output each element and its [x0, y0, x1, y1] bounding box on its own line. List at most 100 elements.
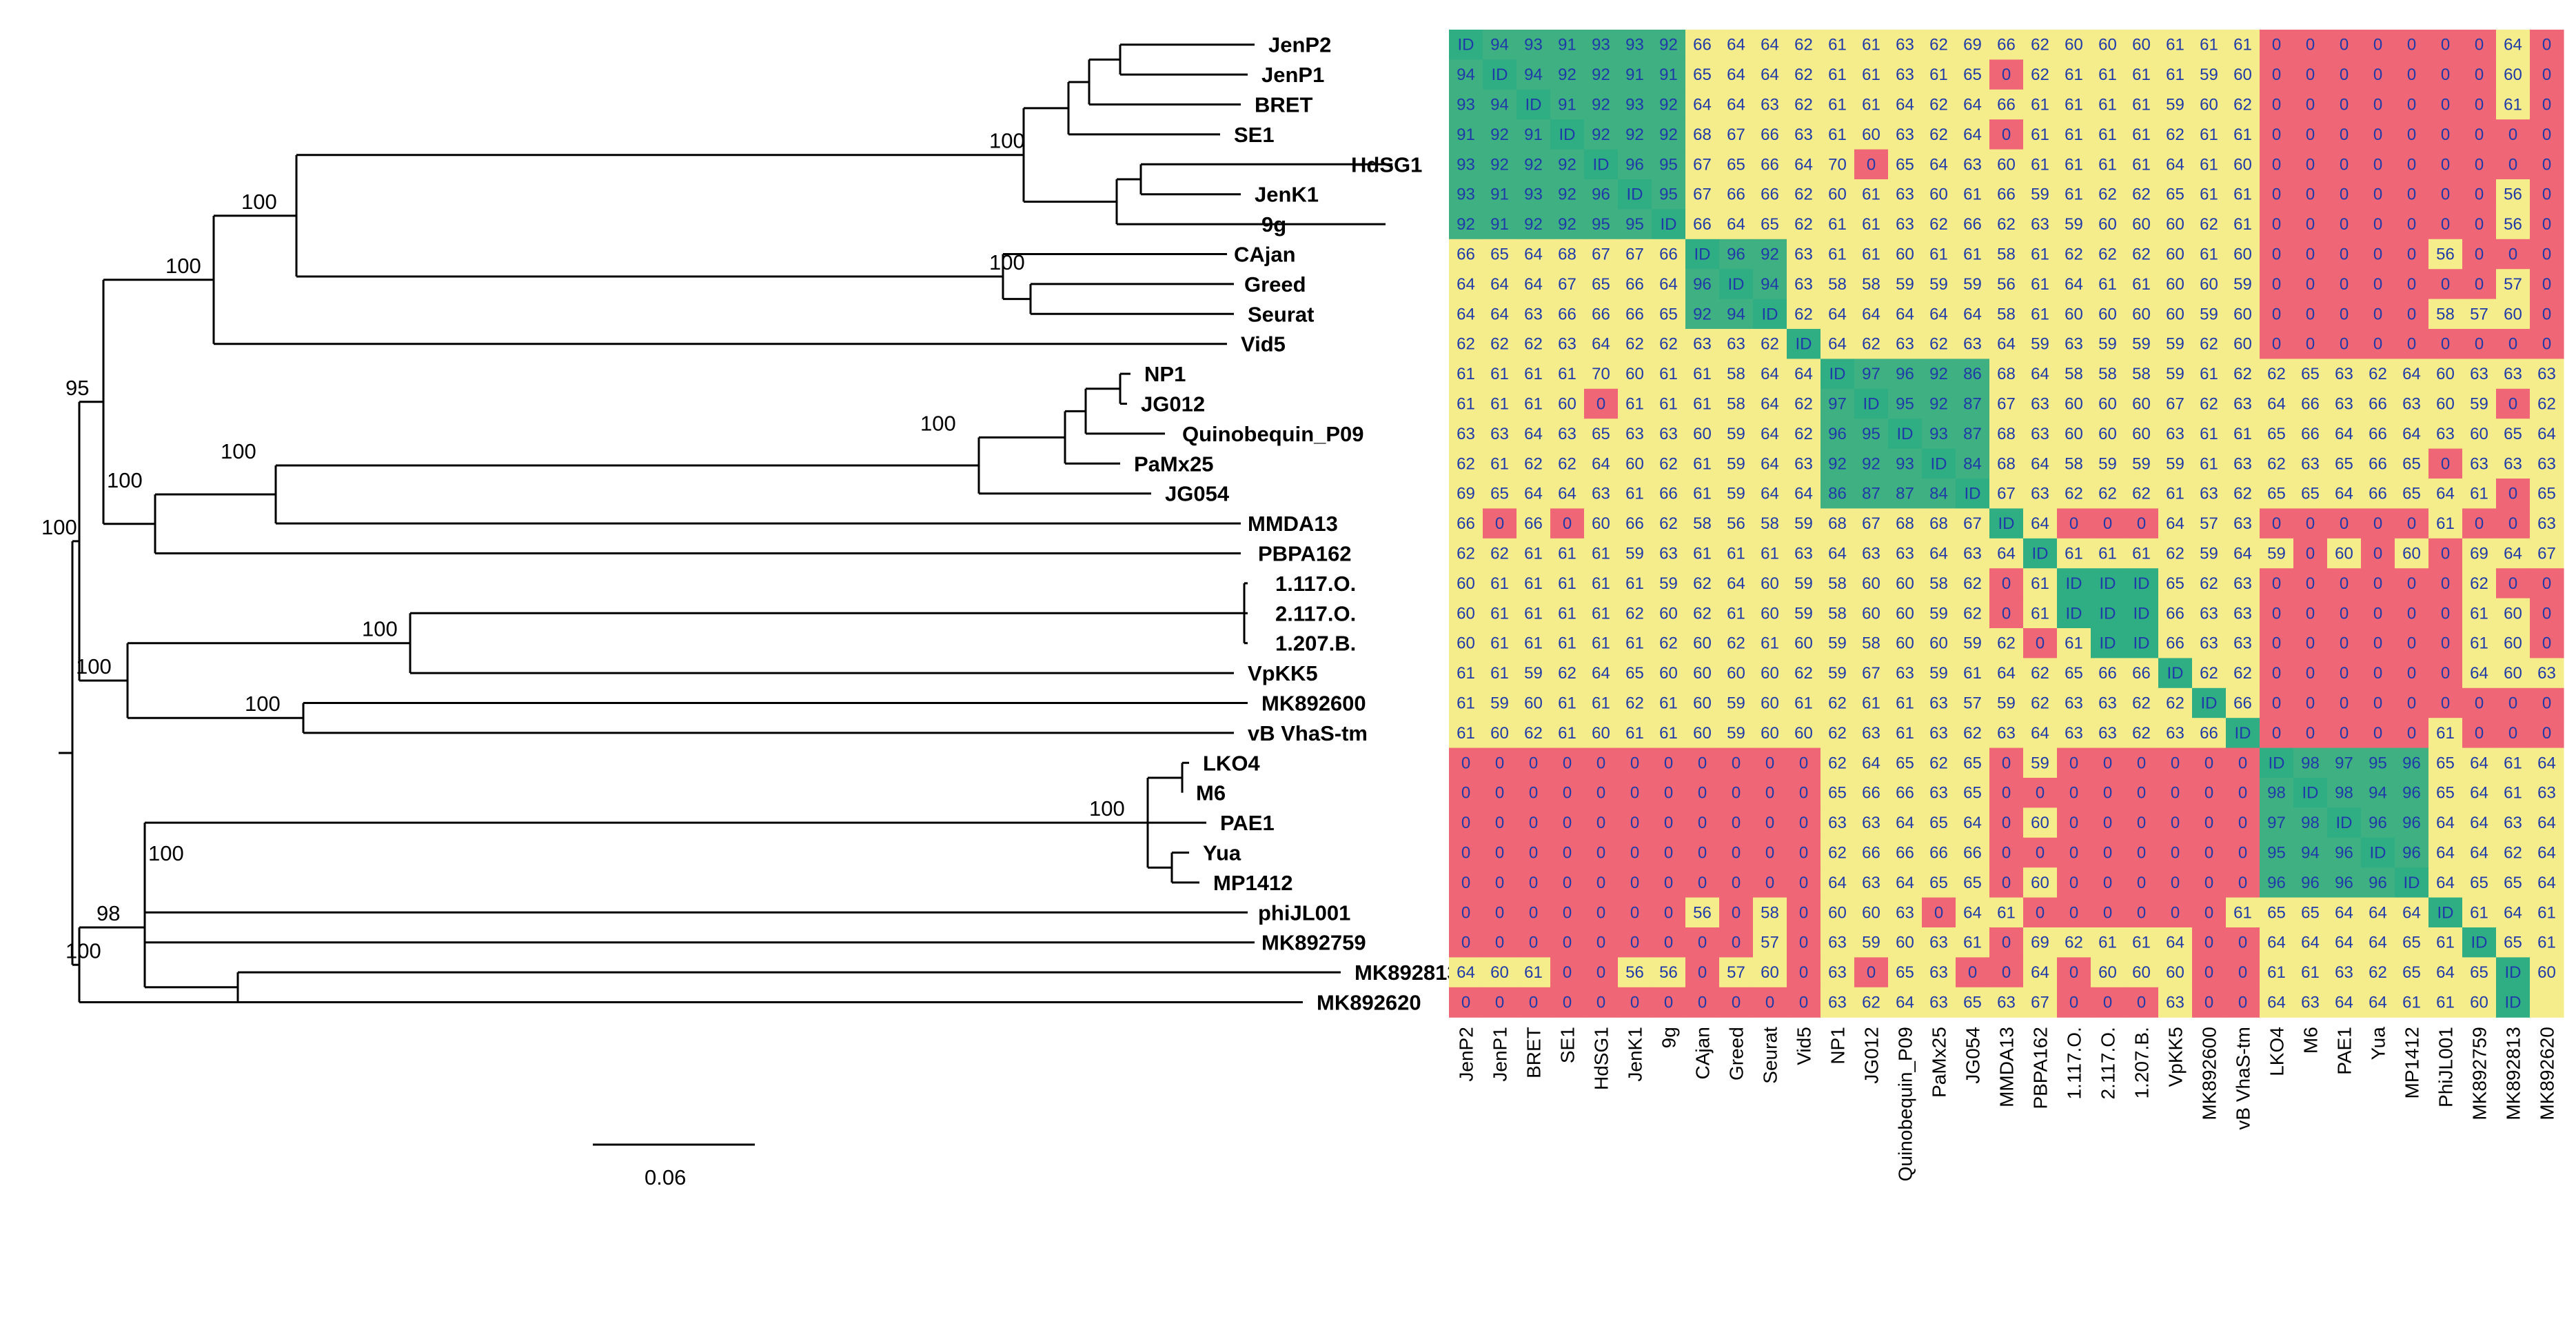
- heatmap-cell-value: ID: [2133, 604, 2150, 623]
- heatmap-cell-value: 64: [1727, 36, 1745, 54]
- heatmap-cell: [2293, 927, 2328, 958]
- heatmap-cell-value: 59: [2065, 215, 2083, 234]
- heatmap-cell-value: 0: [2340, 574, 2349, 593]
- heatmap-cell-value: 64: [2031, 454, 2049, 473]
- tree-leaf-label: M6: [1196, 781, 1226, 805]
- heatmap-cell-value: 95: [1896, 395, 1914, 414]
- heatmap-cell-value: 61: [1457, 395, 1475, 414]
- heatmap-cell: [1888, 867, 1923, 898]
- heatmap-cell: [2192, 209, 2227, 240]
- heatmap-cell: [2057, 837, 2091, 868]
- heatmap-cell-value: 61: [2132, 96, 2151, 114]
- heatmap-cell: [2124, 807, 2159, 838]
- heatmap-cell: [1888, 388, 1923, 419]
- heatmap-cell-value: 0: [1495, 994, 1504, 1012]
- heatmap-cell-value: 60: [1693, 724, 1712, 743]
- heatmap-cell-value: 95: [1592, 215, 1610, 234]
- heatmap-cell-value: 64: [2504, 903, 2522, 922]
- heatmap-cell-value: 0: [2441, 694, 2450, 713]
- heatmap-cell-value: 64: [2470, 814, 2488, 832]
- heatmap-cell: [2496, 119, 2531, 150]
- heatmap-cell: [2226, 957, 2260, 988]
- heatmap-cell: [1550, 867, 1585, 898]
- heatmap-cell-value: 94: [1490, 36, 1509, 54]
- heatmap-cell: [1719, 778, 1754, 808]
- heatmap-cell: [2226, 239, 2260, 270]
- heatmap-cell-value: 60: [1896, 634, 1914, 653]
- heatmap-cell: [1753, 299, 1787, 330]
- heatmap-cell-value: 63: [1558, 335, 1576, 354]
- heatmap-cell: [2091, 987, 2125, 1018]
- heatmap-cell-value: 61: [1625, 574, 1644, 593]
- heatmap-cell-value: 59: [2166, 365, 2184, 383]
- heatmap-cell: [2023, 957, 2058, 988]
- heatmap-cell-value: 0: [2069, 754, 2078, 772]
- tree-leaf-label: JenK1: [1255, 183, 1319, 207]
- heatmap-cell-value: 0: [2542, 335, 2551, 354]
- heatmap-cell: [1618, 179, 1652, 210]
- heatmap-cell: [2293, 388, 2328, 419]
- heatmap-cell: [1753, 598, 1787, 629]
- heatmap-cell-value: 0: [2137, 814, 2146, 832]
- heatmap-cell: [2462, 329, 2497, 359]
- heatmap-cell-value: 63: [1929, 694, 1948, 713]
- heatmap-cell-value: 62: [1727, 634, 1745, 653]
- heatmap-cell-value: 0: [1799, 903, 1808, 922]
- tree-leaf-label: Quinobequin_P09: [1182, 422, 1364, 446]
- tree-leaf-labels: JenP2JenP1BRETSE1HdSG1JenK19gCAjanGreedS…: [1134, 33, 1459, 1015]
- heatmap-cell-value: 62: [1929, 335, 1948, 354]
- heatmap-cell-value: 0: [1529, 903, 1538, 922]
- heatmap-cell: [2023, 388, 2058, 419]
- heatmap-cell: [1922, 687, 1956, 718]
- heatmap-cell: [1449, 718, 1483, 749]
- heatmap-cell-value: 95: [1659, 185, 1678, 204]
- heatmap-cell-value: 62: [2233, 96, 2252, 114]
- heatmap-cell: [2395, 359, 2429, 390]
- heatmap-cell: [2260, 419, 2294, 450]
- heatmap-cell-value: 65: [2470, 874, 2488, 892]
- heatmap-cell-value: 60: [1929, 634, 1948, 653]
- heatmap-cell: [2124, 837, 2159, 868]
- heatmap-cell: [2057, 329, 2091, 359]
- heatmap-cell: [1956, 388, 1990, 419]
- heatmap-cell: [2260, 837, 2294, 868]
- heatmap-cell-value: 59: [1727, 724, 1745, 743]
- heatmap-cell: [2158, 479, 2193, 509]
- heatmap-cell-value: 65: [1896, 155, 1914, 174]
- heatmap-cell-value: 0: [2002, 844, 2011, 863]
- heatmap-cell: [1517, 448, 1551, 479]
- heatmap-cell-value: 92: [1558, 185, 1576, 204]
- heatmap-cell: [1956, 59, 1990, 90]
- heatmap-cell-value: 61: [2031, 245, 2049, 264]
- heatmap-cell-value: 63: [1896, 36, 1914, 54]
- heatmap-cell-value: 62: [1862, 335, 1880, 354]
- heatmap-cell-value: 59: [1997, 694, 2016, 713]
- heatmap-cell: [1483, 837, 1517, 868]
- heatmap-column-label: Yua: [2368, 1027, 2389, 1060]
- heatmap-cell: [2496, 359, 2531, 390]
- heatmap-cell: [1922, 867, 1956, 898]
- heatmap-cell-value: 0: [2137, 903, 2146, 922]
- heatmap-cell-value: 63: [2233, 604, 2252, 623]
- heatmap-cell-value: 57: [1761, 934, 1779, 952]
- heatmap-cell: [2226, 59, 2260, 90]
- tree-leaf-label: BRET: [1255, 93, 1312, 117]
- heatmap-cell: [2260, 628, 2294, 658]
- heatmap-cell-value: 93: [1896, 454, 1914, 473]
- heatmap-cell: [1821, 448, 1855, 479]
- heatmap-cell-value: 96: [1727, 245, 1745, 264]
- heatmap-cell: [2158, 778, 2193, 808]
- heatmap-cell-value: 60: [2031, 814, 2049, 832]
- heatmap-cell: [2023, 239, 2058, 270]
- heatmap-cell-value: 0: [1799, 994, 1808, 1012]
- heatmap-cell: [1956, 568, 1990, 599]
- heatmap-cell: [2530, 747, 2564, 778]
- heatmap-cell-value: 61: [2470, 485, 2488, 503]
- heatmap-cell: [2023, 59, 2058, 90]
- heatmap-cell: [1821, 329, 1855, 359]
- bootstrap-label: 100: [989, 129, 1025, 153]
- heatmap-cell-value: 64: [2233, 545, 2252, 563]
- heatmap-cell: [1854, 419, 1889, 450]
- heatmap-cell-value: 66: [1761, 125, 1779, 144]
- heatmap-cell: [1517, 628, 1551, 658]
